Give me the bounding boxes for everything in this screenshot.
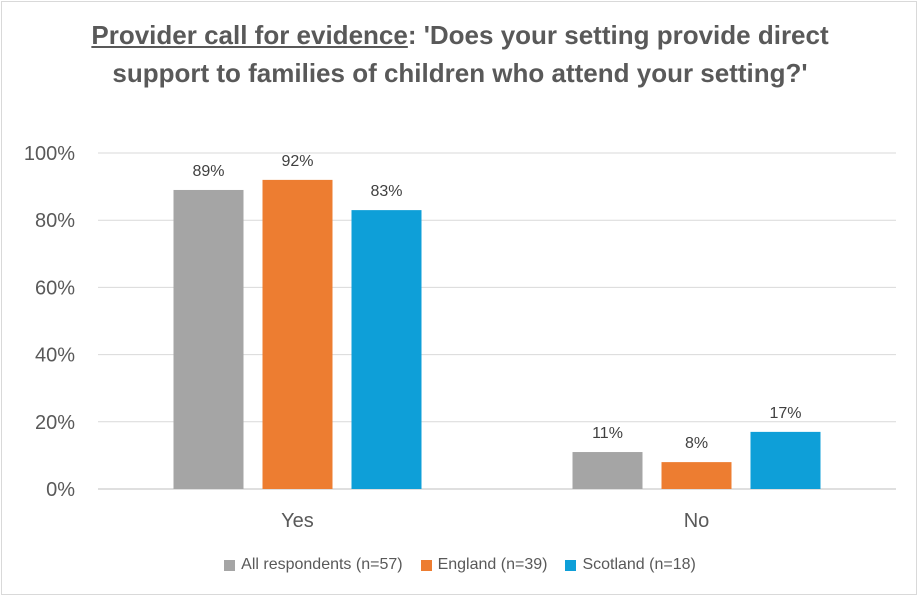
y-tick-label: 100% (24, 143, 75, 165)
bar (572, 452, 643, 489)
x-tick-label: Yes (281, 510, 314, 532)
legend-label: England (n=39) (437, 556, 548, 573)
chart-title-rest: : 'Does your setting provide direct supp… (112, 20, 829, 88)
y-tick-label: 20% (35, 412, 75, 434)
data-label: 11% (592, 425, 623, 442)
bar (351, 210, 422, 489)
legend-item: England (n=39) (420, 556, 548, 574)
data-label: 8% (685, 435, 708, 452)
chart-title-underlined: Provider call for evidence (91, 20, 408, 50)
legend-item: All respondents (n=57) (224, 556, 403, 574)
bar (661, 462, 732, 489)
legend-swatch (420, 559, 432, 571)
chart-legend: All respondents (n=57) England (n=39) Scot… (0, 556, 920, 574)
legend-label: All respondents (n=57) (241, 556, 403, 573)
bar (750, 431, 821, 489)
legend-swatch (565, 559, 577, 571)
data-label: 83% (370, 183, 402, 200)
x-tick-label: No (684, 510, 710, 532)
y-tick-label: 80% (35, 210, 75, 232)
legend-item: Scotland (n=18) (565, 556, 696, 574)
y-tick-label: 40% (35, 345, 75, 367)
bar (262, 179, 333, 489)
chart-title: Provider call for evidence: 'Does your s… (60, 16, 860, 92)
data-label: 17% (769, 405, 801, 422)
y-tick-label: 60% (35, 277, 75, 299)
legend-label: Scotland (n=18) (582, 556, 696, 573)
bar (173, 189, 244, 489)
data-label: 89% (192, 163, 224, 180)
data-label: 92% (281, 153, 313, 170)
legend-swatch (224, 559, 236, 571)
y-tick-label: 0% (46, 479, 75, 501)
